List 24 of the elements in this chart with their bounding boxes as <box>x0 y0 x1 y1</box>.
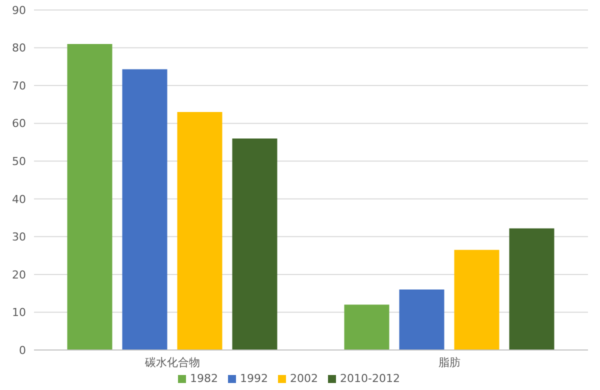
legend-label: 2002 <box>290 372 318 385</box>
y-tick-label: 40 <box>12 192 26 206</box>
y-tick-label: 20 <box>12 268 26 282</box>
bar <box>454 250 500 350</box>
y-tick-label: 50 <box>12 155 26 168</box>
x-tick-label: 脂肪 <box>438 356 460 369</box>
legend-label: 2010-2012 <box>340 372 400 385</box>
bar <box>232 138 278 350</box>
bar <box>67 44 112 350</box>
x-tick-label: 碳水化合物 <box>144 356 200 369</box>
y-tick-label: 90 <box>12 4 26 17</box>
bar <box>509 228 554 350</box>
y-tick-label: 30 <box>12 230 26 244</box>
y-tick-label: 10 <box>12 306 26 320</box>
y-tick-label: 70 <box>12 79 26 92</box>
y-tick-label: 0 <box>19 344 26 357</box>
bar <box>122 69 168 350</box>
legend-label: 1992 <box>240 372 268 385</box>
bar <box>399 290 444 350</box>
legend-label: 1982 <box>190 372 218 385</box>
bar <box>344 304 390 350</box>
y-tick-label: 80 <box>12 42 26 55</box>
bar <box>177 112 222 350</box>
y-tick-label: 60 <box>12 117 26 130</box>
